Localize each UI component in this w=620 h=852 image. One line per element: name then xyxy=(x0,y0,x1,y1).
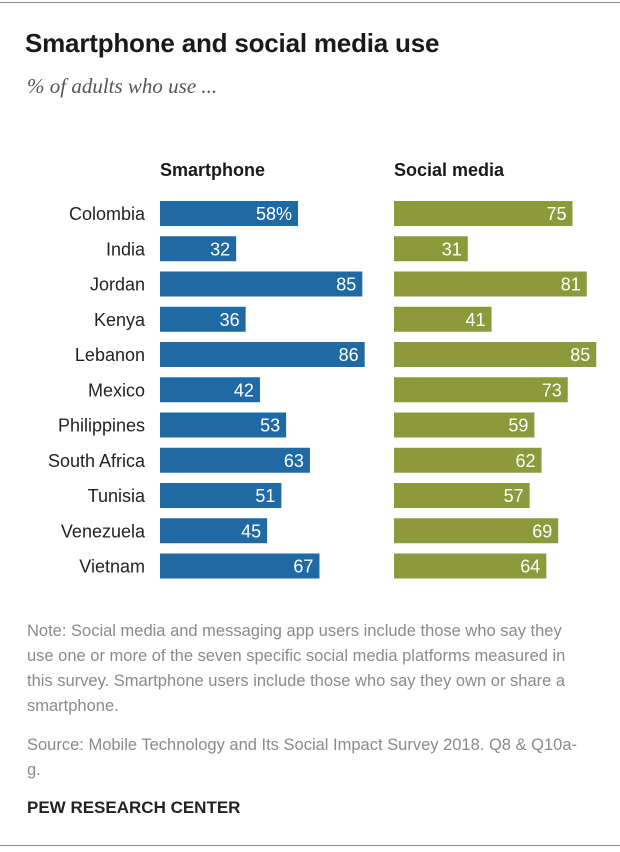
category-label-jordan: Jordan xyxy=(90,275,145,295)
value-label-social-media-mexico: 73 xyxy=(542,380,562,400)
value-label-smartphone-south-africa: 63 xyxy=(284,451,304,471)
value-label-social-media-tunisia: 57 xyxy=(504,486,524,506)
series-header-social-media: Social media xyxy=(394,160,505,180)
bar-smartphone-india xyxy=(160,236,237,262)
value-label-social-media-vietnam: 64 xyxy=(520,557,540,577)
chart-title: Smartphone and social media use xyxy=(25,28,440,58)
category-label-tunisia: Tunisia xyxy=(88,486,146,506)
series-header-smartphone: Smartphone xyxy=(160,160,265,180)
value-label-smartphone-colombia: 58% xyxy=(256,204,292,224)
bar-social-media-colombia xyxy=(394,201,573,226)
bar-smartphone-vietnam xyxy=(160,553,320,579)
bar-chart: Smartphone Social media Colombia 58% 75 India… xyxy=(48,160,597,579)
value-label-social-media-colombia: 75 xyxy=(546,204,566,224)
bar-social-media-philippines xyxy=(394,412,535,438)
chart-source: Source: Mobile Technology and Its Social… xyxy=(27,736,577,779)
top-rule xyxy=(0,2,620,3)
value-label-smartphone-mexico: 42 xyxy=(234,380,254,400)
chart-subtitle: % of adults who use ... xyxy=(27,74,218,98)
bar-smartphone-kenya xyxy=(160,306,246,332)
value-label-smartphone-kenya: 36 xyxy=(220,310,240,330)
value-label-social-media-south-africa: 62 xyxy=(516,451,536,471)
value-label-smartphone-india: 32 xyxy=(210,239,230,259)
bar-social-media-venezuela xyxy=(394,518,559,544)
bar-social-media-mexico xyxy=(394,377,568,403)
bar-social-media-south-africa xyxy=(394,447,542,473)
value-label-social-media-philippines: 59 xyxy=(508,416,528,436)
category-label-venezuela: Venezuela xyxy=(61,521,146,541)
bottom-rule xyxy=(0,845,620,846)
category-label-vietnam: Vietnam xyxy=(79,557,145,577)
category-label-lebanon: Lebanon xyxy=(75,345,145,365)
bar-social-media-vietnam xyxy=(394,553,547,579)
bar-social-media-jordan xyxy=(394,271,587,297)
category-label-south-africa: South Africa xyxy=(48,451,146,471)
category-label-philippines: Philippines xyxy=(58,416,145,436)
value-label-smartphone-venezuela: 45 xyxy=(241,521,261,541)
bar-smartphone-philippines xyxy=(160,412,287,438)
category-label-mexico: Mexico xyxy=(88,380,145,400)
value-label-social-media-india: 31 xyxy=(442,239,462,259)
value-label-smartphone-jordan: 85 xyxy=(336,275,356,295)
value-label-social-media-venezuela: 69 xyxy=(532,521,552,541)
chart-note: Note: Social media and messaging app use… xyxy=(27,622,566,715)
value-label-social-media-kenya: 41 xyxy=(466,310,486,330)
value-label-smartphone-tunisia: 51 xyxy=(255,486,275,506)
value-label-social-media-lebanon: 85 xyxy=(570,345,590,365)
bar-smartphone-jordan xyxy=(160,271,363,297)
bar-smartphone-south-africa xyxy=(160,447,310,473)
value-label-smartphone-lebanon: 86 xyxy=(339,345,359,365)
bar-social-media-kenya xyxy=(394,306,492,332)
value-label-smartphone-vietnam: 67 xyxy=(293,557,313,577)
bar-social-media-india xyxy=(394,236,468,262)
category-label-india: India xyxy=(106,239,146,259)
bar-smartphone-venezuela xyxy=(160,518,268,544)
value-label-social-media-jordan: 81 xyxy=(561,275,581,295)
value-label-smartphone-philippines: 53 xyxy=(260,416,280,436)
bar-social-media-tunisia xyxy=(394,483,530,508)
brand-label: PEW RESEARCH CENTER xyxy=(27,798,241,817)
bar-smartphone-mexico xyxy=(160,377,260,403)
bar-smartphone-lebanon xyxy=(160,342,365,367)
category-label-colombia: Colombia xyxy=(69,204,146,224)
bar-smartphone-colombia xyxy=(160,201,299,226)
bar-social-media-lebanon xyxy=(394,342,597,367)
category-label-kenya: Kenya xyxy=(94,310,146,330)
bar-smartphone-tunisia xyxy=(160,483,282,508)
